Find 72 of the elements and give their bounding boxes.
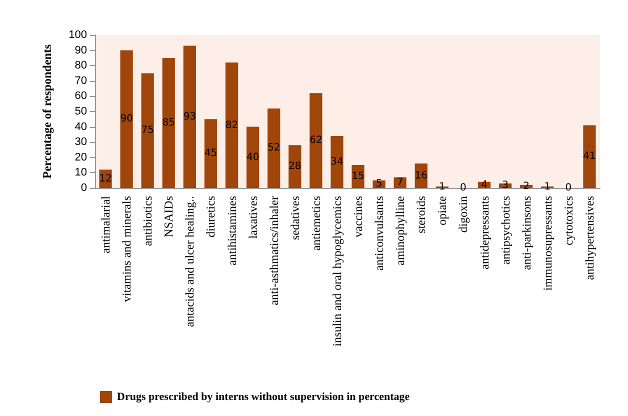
bar bbox=[204, 119, 218, 188]
y-tick-label: 30 bbox=[74, 136, 87, 148]
y-tick-label: 10 bbox=[74, 166, 87, 179]
x-tick-label: immunosupressants bbox=[540, 196, 554, 291]
y-tick-label: 50 bbox=[74, 106, 87, 118]
y-tick-label: 100 bbox=[68, 29, 87, 41]
bar bbox=[330, 136, 344, 188]
x-tick-label: sedatives bbox=[288, 196, 302, 240]
bar bbox=[288, 145, 302, 188]
bar bbox=[583, 125, 596, 188]
y-tick-label: 40 bbox=[74, 120, 87, 133]
x-tick-label: digoxin bbox=[456, 196, 470, 233]
data-label: 40 bbox=[246, 152, 260, 163]
bar bbox=[352, 165, 364, 188]
x-tick-label: steroids bbox=[414, 196, 428, 234]
x-tick-label: NSAIDs bbox=[162, 196, 176, 238]
y-tick-label: 60 bbox=[74, 90, 87, 102]
y-tick-label: 0 bbox=[80, 182, 87, 194]
data-label: 1 bbox=[544, 182, 551, 193]
x-tick-label: antiemetics bbox=[308, 196, 323, 251]
x-tick-label: antacids and ulcer healing.. bbox=[182, 196, 197, 327]
data-label: 5 bbox=[376, 178, 382, 190]
y-tick-label: 80 bbox=[74, 60, 87, 72]
x-tick-label: opiate bbox=[435, 196, 450, 226]
data-label: 45 bbox=[204, 148, 218, 160]
data-label: 15 bbox=[352, 171, 364, 182]
bar bbox=[225, 62, 238, 188]
data-label: 93 bbox=[183, 111, 196, 122]
bar bbox=[310, 93, 322, 188]
x-tick-label: antimalarial bbox=[98, 195, 113, 254]
data-label: 85 bbox=[162, 117, 176, 128]
x-tick-label: diuretics bbox=[204, 196, 218, 238]
bar bbox=[141, 73, 154, 188]
data-label: 12 bbox=[99, 173, 112, 184]
data-label: 52 bbox=[267, 142, 280, 154]
data-label: 16 bbox=[414, 170, 428, 182]
data-label: 62 bbox=[310, 135, 322, 146]
data-label: 7 bbox=[396, 177, 404, 188]
x-tick-label: anti-parkinsons bbox=[519, 196, 534, 270]
bar bbox=[120, 50, 133, 188]
data-label: 82 bbox=[225, 120, 238, 131]
x-tick-label: anticonvulsants bbox=[372, 196, 386, 271]
data-label: 90 bbox=[120, 114, 133, 125]
y-tick-label: 70 bbox=[74, 74, 87, 87]
y-axis-title: Percentage of respondents bbox=[40, 44, 54, 179]
x-tick-label: cytotoxics bbox=[561, 196, 576, 246]
data-label: 0 bbox=[565, 182, 572, 194]
bar bbox=[183, 46, 196, 188]
bar bbox=[246, 126, 260, 188]
data-label: 28 bbox=[288, 161, 302, 172]
data-label: 41 bbox=[583, 151, 596, 162]
legend-label: Drugs prescribed by interns without supervision in percentage bbox=[117, 391, 410, 403]
x-tick-label: anti-asthmatics/inhaler bbox=[266, 196, 281, 306]
y-tick-label: 20 bbox=[74, 151, 87, 164]
x-tick-label: antidepressants bbox=[477, 196, 492, 270]
x-tick-label: antihypertensives bbox=[582, 196, 596, 280]
x-tick-label: laxatives bbox=[246, 196, 260, 239]
x-tick-label: aminophylline bbox=[393, 196, 408, 266]
data-label: 0 bbox=[460, 182, 466, 194]
x-tick-label: antibiotics bbox=[140, 196, 155, 246]
x-tick-label: antihistamines bbox=[224, 196, 239, 266]
y-tick-label: 90 bbox=[74, 44, 87, 56]
bar bbox=[162, 58, 175, 188]
x-tick-label: vaccines bbox=[351, 196, 366, 238]
x-tick-label: insulin and oral hypoglycemics bbox=[330, 196, 344, 346]
bar bbox=[268, 108, 280, 188]
data-label: 1 bbox=[439, 182, 446, 193]
x-tick-label: antipsychotics bbox=[498, 196, 512, 265]
data-label: 75 bbox=[141, 125, 154, 136]
data-label: 4 bbox=[481, 179, 488, 190]
data-label: 34 bbox=[330, 156, 344, 168]
x-tick-label: vitamins and minerals bbox=[120, 196, 134, 302]
